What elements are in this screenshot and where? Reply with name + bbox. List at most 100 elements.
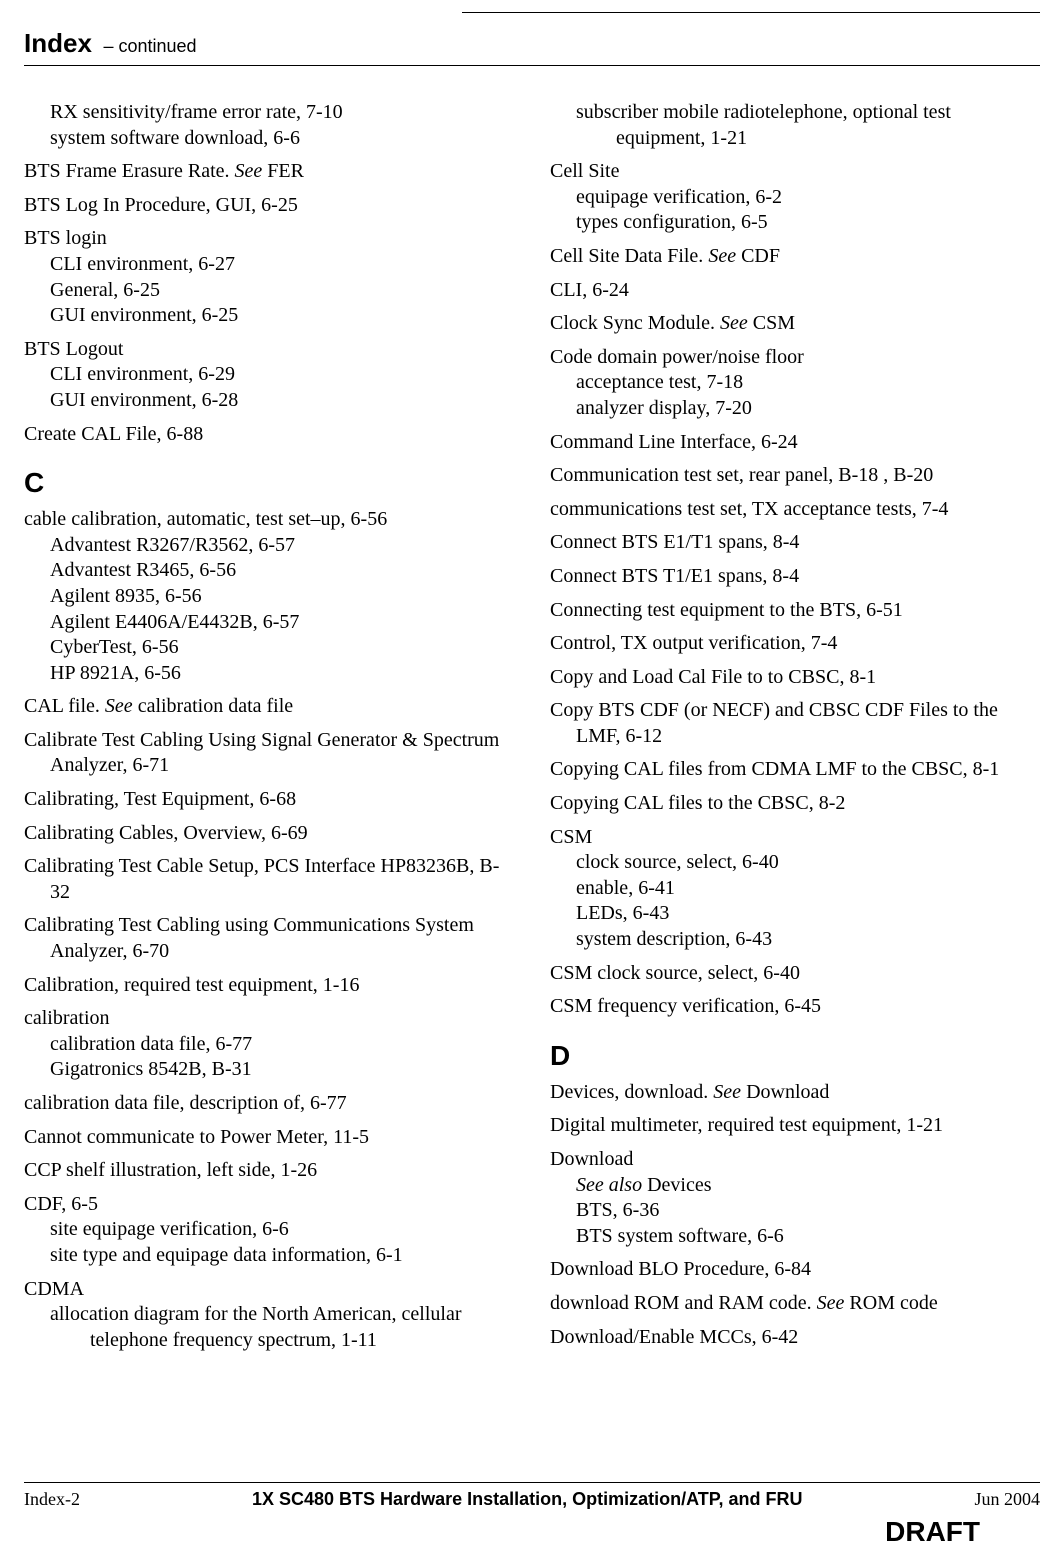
section-letter: D [550,1040,1040,1072]
index-entry: CSMclock source, select, 6-40enable, 6-4… [550,825,1040,953]
index-subentry: Advantest R3465, 6-56 [50,558,514,584]
index-subentry: Gigatronics 8542B, B-31 [50,1057,514,1083]
index-entry-main: Calibrating Test Cabling using Communica… [24,913,514,964]
index-subentry: system software download, 6-6 [50,126,514,152]
index-subentry: General, 6-25 [50,278,514,304]
top-rule [462,12,1040,13]
index-entry-main: Digital multimeter, required test equipm… [550,1113,1040,1139]
footer-date: Jun 2004 [974,1489,1040,1510]
index-entry-main: CAL file. See calibration data file [24,694,514,720]
index-entry: BTS Frame Erasure Rate. See FER [24,159,514,185]
index-subentry: clock source, select, 6-40 [576,850,1040,876]
index-subentry: types configuration, 6-5 [576,210,1040,236]
header-continued: – continued [103,36,196,56]
footer-page-number: Index-2 [24,1489,80,1510]
index-subentry: Agilent E4406A/E4432B, 6-57 [50,610,514,636]
index-entry-main: communications test set, TX acceptance t… [550,497,1040,523]
index-entry: CDF, 6-5site equipage verification, 6-6s… [24,1192,514,1269]
index-entry-main: Calibrating, Test Equipment, 6-68 [24,787,514,813]
index-entry-main: Code domain power/noise floor [550,345,1040,371]
index-entry: DownloadSee also DevicesBTS, 6-36BTS sys… [550,1147,1040,1249]
index-entry-main: Download/Enable MCCs, 6-42 [550,1325,1040,1351]
header-title: Index [24,28,92,58]
index-entry-main: cable calibration, automatic, test set–u… [24,507,514,533]
index-subentry: site type and equipage data information,… [50,1243,514,1269]
index-entry: Connecting test equipment to the BTS, 6-… [550,598,1040,624]
index-entry: BTS Log In Procedure, GUI, 6-25 [24,193,514,219]
index-entry: Create CAL File, 6-88 [24,422,514,448]
index-entry-main: CSM clock source, select, 6-40 [550,961,1040,987]
index-entry: communications test set, TX acceptance t… [550,497,1040,523]
index-entry-main: BTS Frame Erasure Rate. See FER [24,159,514,185]
index-entry: Clock Sync Module. See CSM [550,311,1040,337]
index-columns: RX sensitivity/frame error rate, 7-10sys… [24,100,1040,1361]
index-entry-main: Cell Site Data File. See CDF [550,244,1040,270]
index-entry: CLI, 6-24 [550,278,1040,304]
index-entry-main: Calibrating Test Cable Setup, PCS Interf… [24,854,514,905]
index-entry: Connect BTS E1/T1 spans, 8-4 [550,530,1040,556]
index-entry-main: Calibrating Cables, Overview, 6-69 [24,821,514,847]
index-entry: CCP shelf illustration, left side, 1-26 [24,1158,514,1184]
index-entry-main: Copying CAL files from CDMA LMF to the C… [550,757,1040,783]
index-entry-main: Calibrate Test Cabling Using Signal Gene… [24,728,514,779]
index-entry: Communication test set, rear panel, B-18… [550,463,1040,489]
index-subentry: site equipage verification, 6-6 [50,1217,514,1243]
index-entry-main: CDMA [24,1277,514,1303]
index-entry: Copying CAL files to the CBSC, 8-2 [550,791,1040,817]
index-entry: cable calibration, automatic, test set–u… [24,507,514,686]
index-entry-main: Connect BTS E1/T1 spans, 8-4 [550,530,1040,556]
draft-watermark: DRAFT [24,1516,1040,1548]
index-entry: CSM frequency verification, 6-45 [550,994,1040,1020]
index-entry: Download BLO Procedure, 6-84 [550,1257,1040,1283]
index-entry: Cell Siteequipage verification, 6-2types… [550,159,1040,236]
index-entry-main: CCP shelf illustration, left side, 1-26 [24,1158,514,1184]
index-entry: Copy and Load Cal File to to CBSC, 8-1 [550,665,1040,691]
index-subentry: HP 8921A, 6-56 [50,661,514,687]
left-column: RX sensitivity/frame error rate, 7-10sys… [24,100,514,1361]
index-entry: RX sensitivity/frame error rate, 7-10sys… [24,100,514,151]
index-entry: Calibrating, Test Equipment, 6-68 [24,787,514,813]
index-entry-main: calibration data file, description of, 6… [24,1091,514,1117]
index-subentry: subscriber mobile radiotelephone, option… [576,100,1040,151]
index-subentry: GUI environment, 6-28 [50,388,514,414]
index-entry: CAL file. See calibration data file [24,694,514,720]
footer-doc-title: 1X SC480 BTS Hardware Installation, Opti… [80,1489,975,1510]
page-header: Index – continued [24,28,1040,59]
index-subentry: equipage verification, 6-2 [576,185,1040,211]
index-subentry: CLI environment, 6-27 [50,252,514,278]
index-subentry: See also Devices [576,1173,1040,1199]
index-entry: Cell Site Data File. See CDF [550,244,1040,270]
index-entry-main: CLI, 6-24 [550,278,1040,304]
index-entry-main: Copy BTS CDF (or NECF) and CBSC CDF File… [550,698,1040,749]
header-rule [24,65,1040,66]
index-subentry: BTS system software, 6-6 [576,1224,1040,1250]
index-entry: BTS loginCLI environment, 6-27General, 6… [24,226,514,328]
index-entry: download ROM and RAM code. See ROM code [550,1291,1040,1317]
index-entry: Calibrating Cables, Overview, 6-69 [24,821,514,847]
index-entry: calibration data file, description of, 6… [24,1091,514,1117]
index-entry-main: Calibration, required test equipment, 1-… [24,973,514,999]
index-entry: CDMAallocation diagram for the North Ame… [24,1277,514,1354]
index-entry: BTS LogoutCLI environment, 6-29GUI envir… [24,337,514,414]
footer-rule [24,1482,1040,1483]
index-entry-main: calibration [24,1006,514,1032]
index-entry-main: BTS Log In Procedure, GUI, 6-25 [24,193,514,219]
right-column: subscriber mobile radiotelephone, option… [550,100,1040,1361]
index-entry-main: Copy and Load Cal File to to CBSC, 8-1 [550,665,1040,691]
index-entry-main: Control, TX output verification, 7-4 [550,631,1040,657]
index-entry-main: CSM frequency verification, 6-45 [550,994,1040,1020]
index-entry-main: Cannot communicate to Power Meter, 11-5 [24,1125,514,1151]
index-entry-main: download ROM and RAM code. See ROM code [550,1291,1040,1317]
index-subentry: Agilent 8935, 6-56 [50,584,514,610]
index-entry-main: Devices, download. See Download [550,1080,1040,1106]
index-entry: calibrationcalibration data file, 6-77Gi… [24,1006,514,1083]
index-subentry: CLI environment, 6-29 [50,362,514,388]
index-subentry: BTS, 6-36 [576,1198,1040,1224]
index-entry: Calibration, required test equipment, 1-… [24,973,514,999]
index-entry: Devices, download. See Download [550,1080,1040,1106]
index-entry: Cannot communicate to Power Meter, 11-5 [24,1125,514,1151]
index-entry-main: Communication test set, rear panel, B-18… [550,463,1040,489]
index-entry: Download/Enable MCCs, 6-42 [550,1325,1040,1351]
index-entry: Calibrating Test Cable Setup, PCS Interf… [24,854,514,905]
page-footer: Index-2 1X SC480 BTS Hardware Installati… [24,1482,1040,1548]
